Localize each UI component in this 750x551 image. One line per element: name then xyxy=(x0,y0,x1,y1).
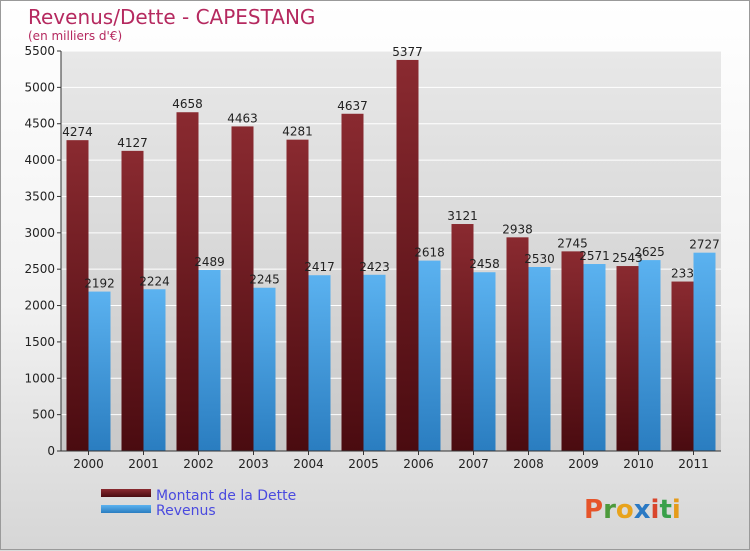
x-tick-label: 2011 xyxy=(678,457,709,471)
revenus-bar xyxy=(528,267,551,451)
logo-letter: t xyxy=(659,495,671,525)
debt-value-label: 233 xyxy=(671,267,694,281)
x-tick-label: 2005 xyxy=(348,457,379,471)
debt-value-label: 2543 xyxy=(612,251,643,265)
y-tick-label: 1500 xyxy=(24,335,55,349)
y-tick-label: 2000 xyxy=(24,299,55,313)
revenus-value-label: 2625 xyxy=(634,245,665,259)
revenus-bar xyxy=(363,274,386,451)
debt-value-label: 4127 xyxy=(117,136,148,150)
revenus-value-label: 2224 xyxy=(139,274,170,288)
logo-letter: i xyxy=(672,495,681,525)
axes: 0 500 1000 1500 2000 2500 3000 3500 4000 4500 5000… xyxy=(24,44,721,471)
debt-value-label: 4637 xyxy=(337,99,368,113)
y-tick-label: 3000 xyxy=(24,226,55,240)
revenus-bar xyxy=(253,287,276,451)
x-tick-label: 2007 xyxy=(458,457,489,471)
y-tick-label: 4000 xyxy=(24,153,55,167)
revenus-value-label: 2571 xyxy=(579,249,610,263)
value-labels: 4274 2192 4127 2224 4658 2489 4463 2245 4281 2417… xyxy=(62,45,720,291)
x-tick-label: 2008 xyxy=(513,457,544,471)
revenus-value-label: 2423 xyxy=(359,260,390,274)
debt-bar xyxy=(66,140,89,451)
y-tick-label: 1000 xyxy=(24,371,55,385)
legend: Montant de la Dette Revenus xyxy=(101,488,296,519)
y-tick-label: 5500 xyxy=(24,44,55,58)
proxiti-logo: Proxiti xyxy=(584,495,681,525)
logo-letter: x xyxy=(634,495,651,525)
debt-value-label: 4463 xyxy=(227,111,258,125)
legend-swatch-revenus xyxy=(101,505,151,513)
debt-bar xyxy=(176,112,199,452)
plot-area xyxy=(61,51,721,451)
debt-value-label: 4274 xyxy=(62,125,93,139)
debt-value-label: 5377 xyxy=(392,45,423,59)
revenus-value-label: 2727 xyxy=(689,238,720,252)
revenus-bar xyxy=(638,260,661,451)
chart-subtitle: (en milliers d'€) xyxy=(28,29,122,43)
logo-letter: o xyxy=(616,495,634,525)
y-tick-label: 0 xyxy=(47,444,55,458)
debt-bar xyxy=(616,266,639,451)
revenus-bar xyxy=(418,260,441,451)
revenus-value-label: 2458 xyxy=(469,257,500,271)
x-tick-label: 2004 xyxy=(293,457,324,471)
grid-lines xyxy=(61,50,721,416)
revenus-value-label: 2245 xyxy=(249,273,280,287)
bars xyxy=(66,59,716,452)
legend-label-revenus: Revenus xyxy=(156,503,216,519)
revenus-value-label: 2417 xyxy=(304,260,335,274)
revenus-bar xyxy=(308,275,331,451)
debt-bar xyxy=(396,59,419,451)
debt-value-label: 4281 xyxy=(282,125,313,139)
revenus-bar xyxy=(583,264,606,451)
logo-letter: r xyxy=(603,495,616,525)
x-tick-label: 2010 xyxy=(623,457,654,471)
debt-bar xyxy=(451,224,474,451)
revenus-value-label: 2489 xyxy=(194,255,225,269)
debt-bar xyxy=(341,113,364,451)
revenus-bar xyxy=(473,272,496,451)
debt-value-label: 2938 xyxy=(502,222,533,236)
debt-bar xyxy=(671,281,694,451)
revenus-bar xyxy=(88,291,111,451)
y-tick-label: 2500 xyxy=(24,262,55,276)
x-tick-label: 2006 xyxy=(403,457,434,471)
debt-bar xyxy=(121,150,144,451)
logo-letter: i xyxy=(651,495,660,525)
x-tick-label: 2003 xyxy=(238,457,269,471)
revenus-bar xyxy=(143,289,166,451)
revenus-value-label: 2530 xyxy=(524,252,555,266)
debt-value-label: 2745 xyxy=(557,236,588,250)
debt-value-label: 3121 xyxy=(447,209,478,223)
y-tick-label: 3500 xyxy=(24,189,55,203)
legend-label-debt: Montant de la Dette xyxy=(156,488,296,504)
x-tick-label: 2009 xyxy=(568,457,599,471)
debt-bar xyxy=(286,139,309,451)
legend-swatch-debt xyxy=(101,489,151,497)
revenus-value-label: 2192 xyxy=(84,277,115,291)
debt-bar xyxy=(231,126,254,451)
y-tick-label: 4500 xyxy=(24,117,55,131)
chart-title: Revenus/Dette - CAPESTANG xyxy=(28,5,315,29)
revenus-bar xyxy=(693,252,716,451)
debt-bar xyxy=(506,237,529,451)
revenus-value-label: 2618 xyxy=(414,246,445,260)
x-tick-label: 2001 xyxy=(128,457,159,471)
y-tick-label: 500 xyxy=(32,408,55,422)
logo-letter: P xyxy=(584,495,603,525)
y-tick-label: 5000 xyxy=(24,80,55,94)
revenus-bar xyxy=(198,269,221,451)
debt-value-label: 4658 xyxy=(172,97,203,111)
debt-bar xyxy=(561,251,584,451)
x-tick-label: 2000 xyxy=(73,457,104,471)
x-tick-label: 2002 xyxy=(183,457,214,471)
